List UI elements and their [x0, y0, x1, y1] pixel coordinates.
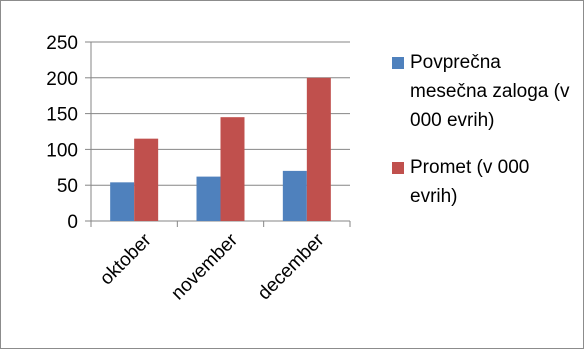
y-tick-label: 100	[46, 140, 78, 161]
legend-label-zaloga: Povprečna mesečna zaloga (v 000 evrih)	[410, 52, 570, 131]
legend-swatch-zaloga	[392, 57, 404, 69]
bar-oktober-series-1	[134, 138, 159, 221]
y-tick-label: 150	[46, 105, 78, 126]
y-tick-label: 50	[57, 176, 78, 197]
legend-item-promet: Promet (v 000 evrih)	[392, 153, 578, 211]
bar-november-series-1	[220, 117, 245, 221]
x-category-label: oktober	[96, 229, 156, 289]
bar-december-series-1	[306, 77, 331, 221]
y-tick-label: 200	[46, 69, 78, 90]
legend: Povprečna mesečna zaloga (v 000 evrih) P…	[392, 48, 578, 229]
y-tick-label: 0	[67, 212, 78, 233]
bar-december-series-0	[282, 170, 307, 221]
legend-swatch-promet	[392, 162, 404, 174]
legend-label-promet: Promet (v 000 evrih)	[410, 157, 530, 207]
legend-item-zaloga: Povprečna mesečna zaloga (v 000 evrih)	[392, 48, 578, 135]
bar-oktober-series-0	[110, 182, 135, 221]
bar-november-series-0	[196, 176, 221, 221]
x-category-label: december	[254, 229, 329, 304]
y-tick-label: 250	[46, 33, 78, 54]
x-category-label: november	[167, 229, 242, 304]
